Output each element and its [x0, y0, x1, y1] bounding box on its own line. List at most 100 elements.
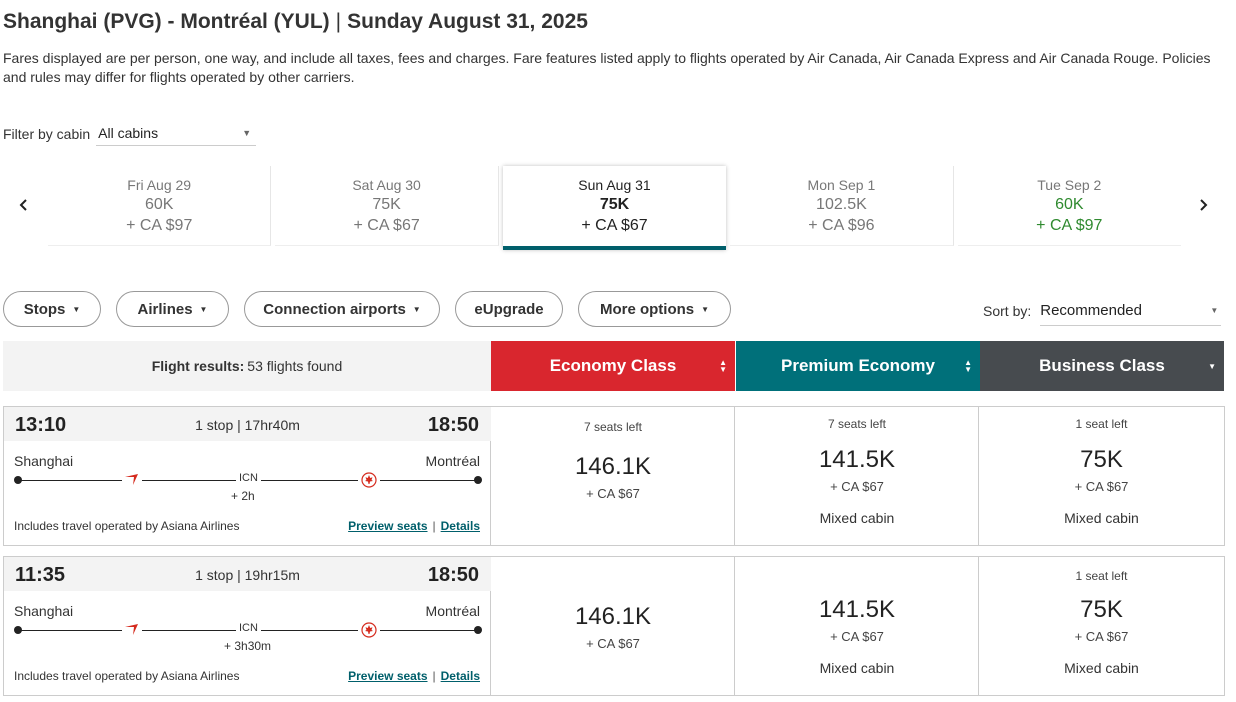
preview-seats-link[interactable]: Preview seats: [348, 519, 428, 533]
sort-arrows-icon: ▲ ▼: [719, 358, 727, 374]
asiana-airlines-icon: [122, 621, 142, 637]
route-line: ICN + 3h30m: [14, 621, 482, 653]
connection-airports-label: Connection airports: [263, 300, 406, 318]
premium-economy-fare-cell[interactable]: 141.5K + CA $67 Mixed cabin: [736, 557, 979, 695]
seats-left: 1 seat left: [1075, 569, 1128, 583]
business-fare-cell[interactable]: 1 seat left 75K + CA $67 Mixed cabin: [980, 557, 1223, 695]
business-class-label: Business Class: [1039, 356, 1165, 375]
origin-city: Shanghai: [14, 453, 74, 469]
origin-dot: [14, 476, 22, 484]
date-fare: + CA $96: [808, 217, 875, 234]
fare-points: 141.5K: [818, 596, 896, 623]
date-label: Tue Sep 2: [1037, 177, 1102, 193]
flight-result: 11:35 1 stop | 19hr15m 18:50 Shanghai Mo…: [3, 556, 1225, 696]
departure-time: 13:10: [15, 414, 67, 436]
fare-points: 141.5K: [818, 446, 896, 473]
travel-date: Sunday August 31, 2025: [347, 10, 588, 33]
economy-class-label: Economy Class: [549, 356, 677, 375]
stops-duration: 1 stop | 19hr15m: [195, 567, 300, 583]
date-points: 60K: [1055, 196, 1084, 213]
route-title: Shanghai (PVG) - Montréal (YUL): [3, 10, 330, 33]
page-title: Shanghai (PVG) - Montréal (YUL) | Sunday A…: [3, 10, 588, 34]
date-option-aug-30[interactable]: Sat Aug 30 75K + CA $67: [275, 166, 499, 246]
sort-label: Sort by:: [983, 303, 1032, 319]
chevron-right-icon: [1200, 199, 1208, 211]
date-label: Fri Aug 29: [127, 177, 192, 193]
previous-dates-button[interactable]: [16, 196, 32, 216]
sort-down-icon: ▼: [1208, 361, 1216, 371]
date-fare: + CA $97: [126, 217, 193, 234]
details-link[interactable]: Details: [440, 669, 480, 683]
caret-down-icon: ▼: [412, 304, 421, 314]
arrival-time: 18:50: [427, 564, 479, 586]
economy-fare-cell[interactable]: 7 seats left 146.1K + CA $67: [492, 407, 735, 545]
date-fare: + CA $67: [581, 217, 648, 234]
origin-dot: [14, 626, 22, 634]
layover-duration: + 3h30m: [224, 639, 272, 653]
details-link[interactable]: Details: [440, 519, 480, 533]
departure-time: 11:35: [15, 564, 66, 586]
business-class-header[interactable]: Business Class ▼: [980, 341, 1224, 391]
next-dates-button[interactable]: [1195, 196, 1211, 216]
preview-seats-link[interactable]: Preview seats: [348, 669, 428, 683]
results-label: Flight results:: [151, 358, 245, 374]
flight-links: Preview seats | Details: [348, 519, 480, 533]
flight-times-bar: [4, 407, 491, 441]
caret-down-icon: ▼: [701, 304, 710, 314]
destination-dot: [474, 626, 482, 634]
results-count: 53 flights found: [247, 358, 343, 374]
link-separator: |: [432, 519, 436, 533]
sort-select[interactable]: Recommended ▼: [1040, 296, 1222, 326]
date-points: 75K: [599, 196, 630, 213]
date-label: Sat Aug 30: [352, 177, 421, 193]
economy-fare-cell[interactable]: 146.1K + CA $67: [492, 557, 735, 695]
fare-cash: + CA $67: [1074, 479, 1129, 494]
flight-links: Preview seats | Details: [348, 669, 480, 683]
premium-economy-header[interactable]: Premium Economy ▲ ▼: [736, 341, 980, 391]
mixed-cabin-note: Mixed cabin: [1064, 660, 1139, 676]
chevron-down-icon: ▼: [1210, 306, 1219, 315]
link-separator: |: [432, 669, 436, 683]
fare-cash: + CA $67: [830, 479, 884, 494]
destination-city: Montréal: [425, 603, 480, 619]
date-label: Mon Sep 1: [807, 177, 876, 193]
fare-cash: + CA $67: [586, 486, 640, 501]
flight-result: 13:10 1 stop | 17hr40m 18:50 Shanghai Mo…: [3, 406, 1225, 546]
date-option-aug-29[interactable]: Fri Aug 29 60K + CA $97: [48, 166, 272, 246]
date-option-aug-31-selected[interactable]: Sun Aug 31 75K + CA $67: [502, 166, 727, 250]
seats-left: 7 seats left: [827, 417, 887, 431]
premium-economy-fare-cell[interactable]: 7 seats left 141.5K + CA $67 Mixed cabin: [736, 407, 979, 545]
cabin-filter-select[interactable]: All cabins ▼: [96, 121, 257, 146]
seats-left: 1 seat left: [1075, 417, 1128, 431]
business-fare-cell[interactable]: 1 seat left 75K + CA $67 Mixed cabin: [980, 407, 1223, 545]
date-option-sep-2[interactable]: Tue Sep 2 60K + CA $97: [957, 166, 1181, 246]
mixed-cabin-note: Mixed cabin: [819, 660, 895, 676]
destination-city: Montréal: [425, 453, 480, 469]
fare-points: 146.1K: [574, 603, 652, 630]
connection-airports-filter-button[interactable]: Connection airports ▼: [244, 291, 440, 327]
airlines-filter-label: Airlines: [137, 300, 193, 318]
economy-class-header[interactable]: Economy Class ▲ ▼: [491, 341, 735, 391]
fare-disclaimer: Fares displayed are per person, one way,…: [3, 50, 1211, 85]
airlines-filter-button[interactable]: Airlines ▼: [116, 291, 229, 327]
flight-itinerary[interactable]: 13:10 1 stop | 17hr40m 18:50 Shanghai Mo…: [4, 407, 491, 545]
stops-filter-button[interactable]: Stops ▼: [3, 291, 101, 327]
route-line: ICN + 2h: [14, 471, 482, 503]
operated-by-note: Includes travel operated by Asiana Airli…: [14, 669, 240, 683]
date-option-sep-1[interactable]: Mon Sep 1 102.5K + CA $96: [730, 166, 954, 246]
fare-points: 75K: [1080, 446, 1123, 473]
stops-filter-label: Stops: [23, 300, 66, 318]
destination-dot: [474, 476, 482, 484]
air-canada-maple-leaf-icon: [358, 471, 380, 489]
premium-economy-label: Premium Economy: [781, 356, 935, 375]
eupgrade-filter-button[interactable]: eUpgrade: [455, 291, 563, 327]
flight-itinerary[interactable]: 11:35 1 stop | 19hr15m 18:50 Shanghai Mo…: [4, 557, 491, 695]
title-separator: |: [335, 10, 342, 33]
more-options-button[interactable]: More options ▼: [578, 291, 731, 327]
sort-arrows-icon: ▲ ▼: [964, 358, 972, 374]
arrival-time: 18:50: [427, 414, 479, 436]
fare-cash: + CA $67: [1074, 629, 1129, 644]
origin-city: Shanghai: [14, 603, 74, 619]
caret-down-icon: ▼: [72, 304, 81, 314]
results-summary: Flight results: 53 flights found: [3, 341, 491, 391]
